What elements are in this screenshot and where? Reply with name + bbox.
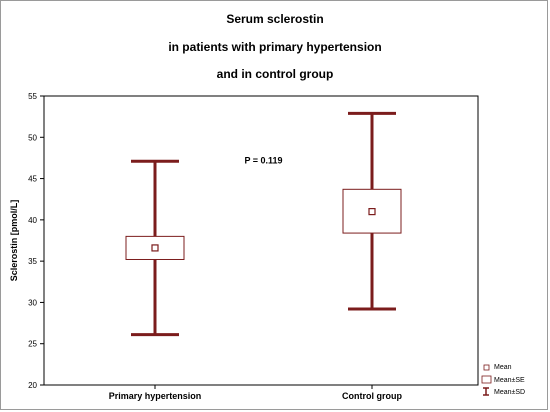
legend-se-symbol [481,375,492,384]
mean-marker [368,208,376,216]
y-tick-label: 55 [28,92,37,101]
y-tick-label: 40 [28,216,37,225]
plot-area [43,95,479,386]
p-value-annotation: P = 0.119 [244,156,282,166]
y-tick-label: 25 [28,340,37,349]
y-tick-label: 45 [28,175,37,184]
y-tick-label: 30 [28,298,37,307]
legend-mean-label: Mean [494,364,512,371]
legend-sd-label: Mean±SD [494,389,525,396]
chart-title-line-1: Serum sclerostin [226,12,324,26]
y-axis-label: Sclerostin [pmol/L] [9,200,19,282]
y-tick-label: 50 [28,133,37,142]
x-category-label: Control group [342,391,402,401]
x-category-label: Primary hypertension [109,391,202,401]
chart-title-line-3: and in control group [216,67,334,81]
legend-mean-symbol [483,364,490,371]
legend-se-label: Mean±SE [494,377,525,384]
y-tick-label: 35 [28,257,37,266]
mean-marker [151,244,159,252]
y-tick-label: 20 [28,381,37,390]
chart-title-line-2: in patients with primary hypertension [168,40,382,54]
